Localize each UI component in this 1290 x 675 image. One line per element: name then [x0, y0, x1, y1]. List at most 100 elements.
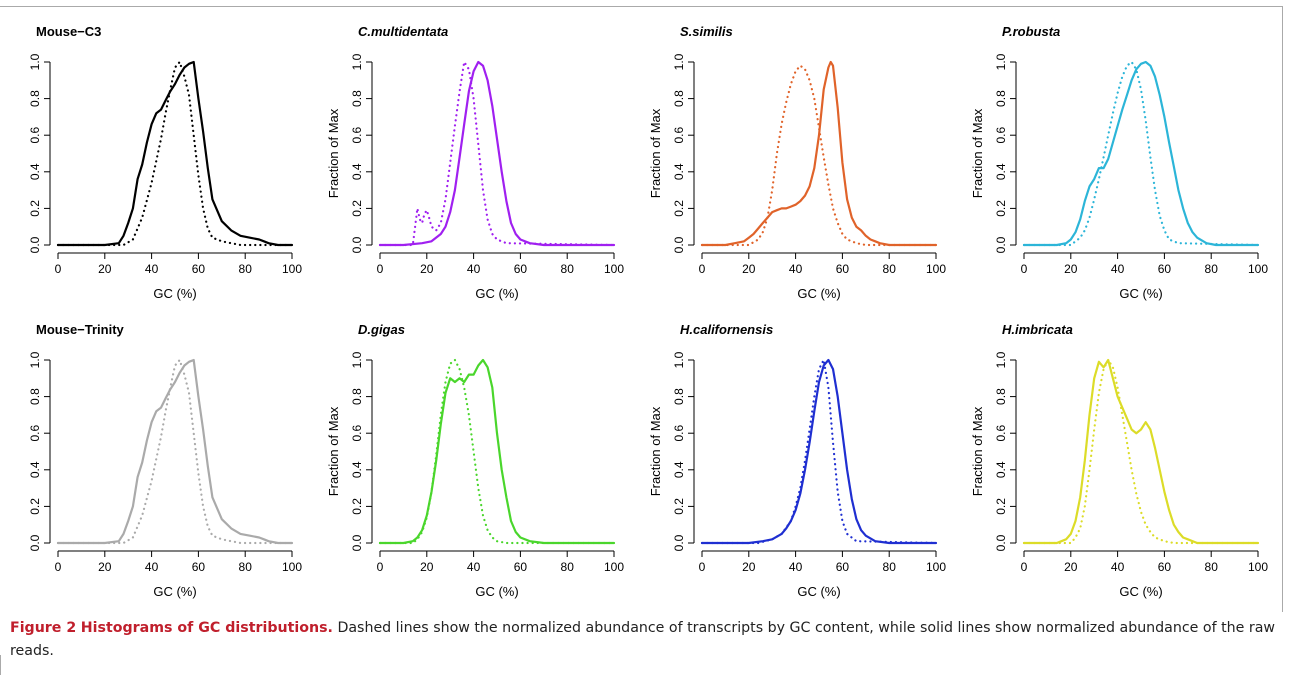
panel-8: H.imbricata 0 20 40 60 80 100 GC (%) 0.0 0.2 0.4 0.…	[970, 322, 1268, 599]
y-tick-label: 0.0	[350, 534, 364, 551]
y-tick-label: 1.0	[350, 53, 364, 70]
x-tick-label: 80	[239, 262, 253, 276]
x-tick-label: 80	[1205, 262, 1219, 276]
raw-reads-solid-line	[56, 358, 294, 545]
transcripts-dotted-line	[378, 60, 616, 247]
y-tick-label: 0.6	[994, 127, 1008, 144]
y-tick-label: 0.6	[350, 425, 364, 442]
x-tick-label: 0	[1021, 262, 1028, 276]
y-tick-label: 1.0	[994, 53, 1008, 70]
transcripts-dotted-line	[1022, 60, 1260, 247]
y-tick-label: 1.0	[28, 351, 42, 368]
x-axis-label: GC (%)	[1119, 286, 1162, 301]
x-tick-label: 0	[377, 262, 384, 276]
panel-6: D.gigas 0 20 40 60 80 100 GC (%) 0.0 0.2 0.4 0.6 0.8…	[326, 322, 624, 599]
transcripts-dotted-line	[1022, 358, 1260, 545]
x-axis-label: GC (%)	[797, 584, 840, 599]
x-tick-label: 100	[1248, 560, 1268, 574]
y-axis-label: Fraction of Max	[326, 406, 341, 496]
panel-title: D.gigas	[358, 322, 405, 337]
transcripts-dotted-line	[700, 64, 938, 247]
y-tick-label: 0.4	[994, 163, 1008, 180]
y-tick-label: 0.6	[994, 425, 1008, 442]
panel-title: P.robusta	[1002, 24, 1060, 39]
y-tick-label: 0.2	[994, 200, 1008, 217]
x-axis-label: GC (%)	[475, 286, 518, 301]
x-tick-label: 0	[55, 560, 62, 574]
y-tick-label: 0.4	[28, 461, 42, 478]
x-axis-label: GC (%)	[797, 286, 840, 301]
panel-title: S.similis	[680, 24, 733, 39]
y-tick-label: 0.8	[672, 90, 686, 107]
y-tick-label: 1.0	[672, 351, 686, 368]
panel-4: P.robusta 0 20 40 60 80 100 GC (%) 0.0 0.2 0.4 0.6 0…	[970, 24, 1268, 301]
raw-reads-solid-line	[700, 358, 938, 545]
figure-plots: Mouse−C3 0 20 40 60 80 100 GC (%) 0.0 0.2 0.4 0.6 0.…	[28, 24, 1268, 599]
x-tick-label: 20	[1064, 560, 1078, 574]
y-tick-label: 0.2	[994, 498, 1008, 515]
x-axis-label: GC (%)	[475, 584, 518, 599]
x-tick-label: 0	[55, 262, 62, 276]
x-tick-label: 40	[467, 262, 481, 276]
raw-reads-solid-line	[56, 60, 294, 247]
x-tick-label: 100	[604, 560, 624, 574]
y-tick-label: 0.2	[350, 498, 364, 515]
y-tick-label: 0.2	[672, 498, 686, 515]
x-tick-label: 0	[699, 262, 706, 276]
y-tick-label: 0.0	[672, 236, 686, 253]
x-tick-label: 60	[514, 262, 528, 276]
y-tick-label: 0.0	[28, 236, 42, 253]
caption-text: Dashed lines show the normalized abundan…	[10, 620, 1276, 659]
transcripts-dotted-line	[56, 358, 294, 545]
y-tick-label: 0.8	[994, 90, 1008, 107]
y-tick-label: 0.6	[672, 127, 686, 144]
y-tick-label: 1.0	[350, 351, 364, 368]
x-tick-label: 80	[561, 262, 575, 276]
panel-title: H.californensis	[680, 322, 773, 337]
y-axis-label: Fraction of Max	[970, 406, 985, 496]
panel-title: Mouse−C3	[36, 24, 101, 39]
frame-right-border	[1282, 6, 1283, 612]
x-tick-label: 40	[145, 262, 159, 276]
figure-caption: Figure 2 Histograms of GC distributions.…	[10, 617, 1280, 663]
x-tick-label: 100	[926, 262, 946, 276]
x-tick-label: 60	[514, 560, 528, 574]
y-tick-label: 1.0	[994, 351, 1008, 368]
y-axis-label: Fraction of Max	[970, 108, 985, 198]
transcripts-dotted-line	[700, 358, 938, 545]
panel-1: Mouse−C3 0 20 40 60 80 100 GC (%) 0.0 0.2 0.4 0.6 0.…	[28, 24, 302, 301]
x-tick-label: 100	[926, 560, 946, 574]
x-tick-label: 80	[883, 262, 897, 276]
x-tick-label: 80	[883, 560, 897, 574]
panel-title: C.multidentata	[358, 24, 448, 39]
x-tick-label: 100	[604, 262, 624, 276]
x-tick-label: 80	[239, 560, 253, 574]
x-tick-label: 60	[192, 262, 206, 276]
x-tick-label: 20	[420, 560, 434, 574]
y-tick-label: 0.0	[672, 534, 686, 551]
x-tick-label: 60	[1158, 262, 1172, 276]
x-tick-label: 40	[789, 262, 803, 276]
y-tick-label: 0.6	[28, 127, 42, 144]
x-tick-label: 20	[742, 560, 756, 574]
caption-label: Figure 2	[10, 620, 77, 636]
y-tick-label: 0.6	[672, 425, 686, 442]
x-tick-label: 60	[1158, 560, 1172, 574]
panel-3: S.similis 0 20 40 60 80 100 GC (%) 0.0 0.2 0.4 0.6 0…	[648, 24, 946, 301]
x-tick-label: 20	[1064, 262, 1078, 276]
y-tick-label: 0.4	[350, 461, 364, 478]
x-tick-label: 20	[742, 262, 756, 276]
x-axis-label: GC (%)	[1119, 584, 1162, 599]
transcripts-dotted-line	[56, 60, 294, 247]
y-tick-label: 0.2	[28, 498, 42, 515]
y-tick-label: 0.8	[994, 388, 1008, 405]
y-tick-label: 0.6	[28, 425, 42, 442]
x-tick-label: 20	[420, 262, 434, 276]
y-tick-label: 1.0	[672, 53, 686, 70]
panel-7: H.californensis 0 20 40 60 80 100 GC (%) 0.0 0.2 0…	[648, 322, 946, 599]
y-tick-label: 0.0	[350, 236, 364, 253]
panel-title: H.imbricata	[1002, 322, 1073, 337]
y-tick-label: 0.8	[672, 388, 686, 405]
y-tick-label: 0.4	[28, 163, 42, 180]
